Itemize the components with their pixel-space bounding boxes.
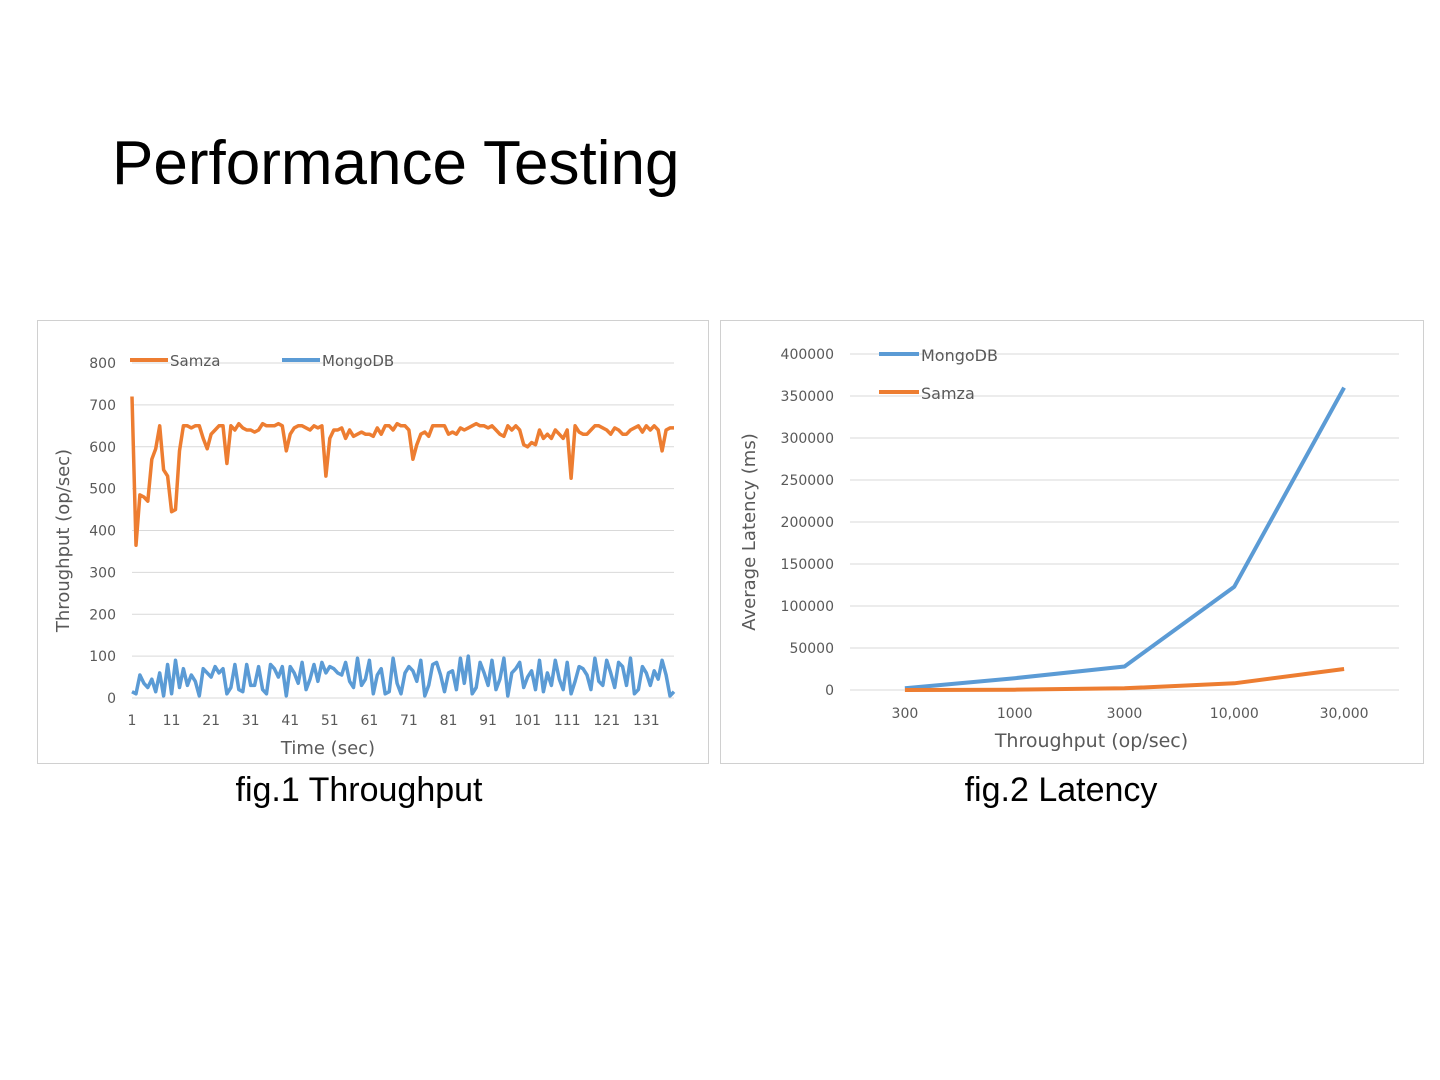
y-tick-label: 400 bbox=[89, 524, 116, 540]
series-line-mongodb bbox=[131, 654, 676, 698]
y-tick-label: 600 bbox=[89, 440, 116, 456]
y-axis-title: Average Latency (ms) bbox=[739, 433, 760, 630]
y-tick-label: 0 bbox=[825, 683, 834, 699]
x-tick-label: 111 bbox=[554, 713, 581, 729]
x-tick-label: 121 bbox=[593, 713, 620, 729]
y-tick-label: 400000 bbox=[781, 347, 834, 363]
x-tick-label: 10,000 bbox=[1210, 706, 1259, 722]
series-line-mongodb bbox=[904, 386, 1346, 691]
legend-label-samza: Samza bbox=[921, 384, 975, 403]
x-tick-label: 61 bbox=[360, 713, 378, 729]
x-tick-label: 101 bbox=[514, 713, 541, 729]
x-tick-label: 21 bbox=[202, 713, 220, 729]
x-tick-label: 1000 bbox=[997, 706, 1033, 722]
y-tick-label: 50000 bbox=[789, 641, 834, 657]
x-axis-title: Time (sec) bbox=[280, 738, 375, 759]
x-tick-label: 3000 bbox=[1107, 706, 1143, 722]
y-tick-label: 300000 bbox=[781, 431, 834, 447]
latency-caption: fig.2 Latency bbox=[964, 771, 1158, 809]
legend-label-samza: Samza bbox=[170, 352, 220, 370]
x-axis-title: Throughput (op/sec) bbox=[994, 730, 1188, 752]
y-tick-label: 200 bbox=[89, 607, 116, 623]
throughput-caption: fig.1 Throughput bbox=[235, 771, 483, 809]
y-tick-label: 500 bbox=[89, 482, 116, 498]
legend-label-mongodb: MongoDB bbox=[921, 346, 998, 365]
y-tick-label: 350000 bbox=[781, 389, 834, 405]
y-tick-label: 250000 bbox=[781, 473, 834, 489]
legend-label-mongodb: MongoDB bbox=[322, 352, 394, 370]
x-tick-label: 81 bbox=[440, 713, 458, 729]
y-tick-label: 300 bbox=[89, 565, 116, 581]
y-axis-title: Throughput (op/sec) bbox=[53, 449, 74, 633]
y-tick-label: 100000 bbox=[781, 599, 834, 615]
throughput-chart-frame: 0 100 200 300 400 500 600 700 800 1 11 21 31 41 51 61 71… bbox=[37, 320, 709, 764]
y-tick-label: 150000 bbox=[781, 557, 834, 573]
x-tick-label: 51 bbox=[321, 713, 339, 729]
x-tick-label: 71 bbox=[400, 713, 418, 729]
x-tick-label: 41 bbox=[281, 713, 299, 729]
y-tick-label: 700 bbox=[89, 398, 116, 414]
slide-title: Performance Testing bbox=[112, 129, 680, 198]
y-tick-label: 800 bbox=[89, 356, 116, 372]
x-tick-label: 31 bbox=[242, 713, 260, 729]
x-tick-label: 300 bbox=[892, 706, 919, 722]
latency-chart: 0 50000 100000 150000 200000 250000 300000 3500… bbox=[739, 346, 1399, 752]
series-line-samza bbox=[904, 667, 1345, 692]
x-tick-label: 91 bbox=[479, 713, 497, 729]
x-tick-label: 131 bbox=[633, 713, 660, 729]
y-tick-label: 0 bbox=[107, 691, 116, 707]
y-tick-label: 100 bbox=[89, 649, 116, 665]
x-tick-label: 30,000 bbox=[1320, 706, 1369, 722]
latency-chart-frame: 0 50000 100000 150000 200000 250000 300000 3500… bbox=[720, 320, 1424, 764]
y-tick-label: 200000 bbox=[781, 515, 834, 531]
x-tick-label: 11 bbox=[163, 713, 181, 729]
series-line-samza bbox=[130, 396, 674, 547]
x-tick-label: 1 bbox=[128, 713, 137, 729]
